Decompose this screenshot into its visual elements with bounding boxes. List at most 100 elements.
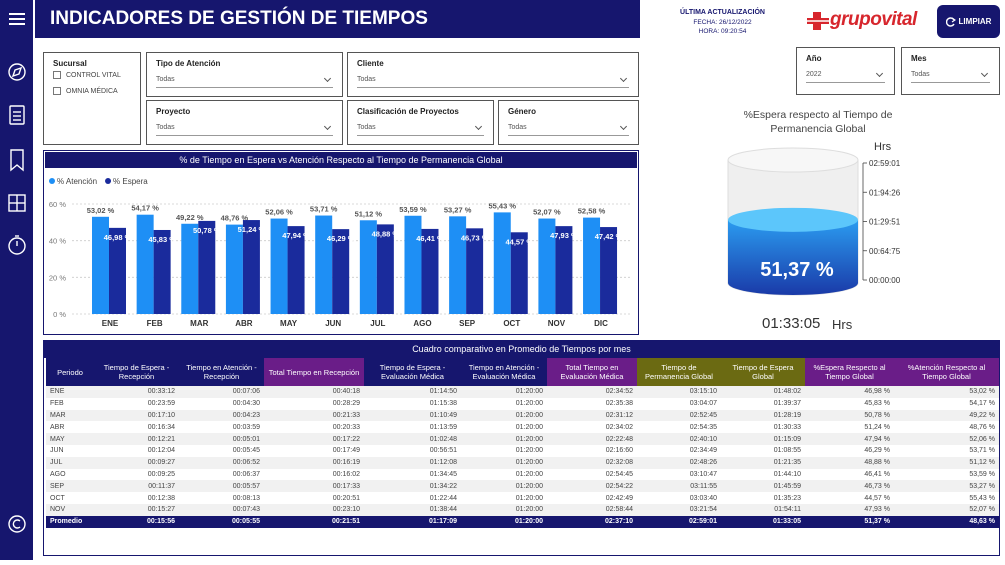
table-panel: Cuadro comparativo en Promedio de Tiempo…: [43, 340, 1000, 556]
table-cell: 01:38:44: [364, 503, 461, 516]
column-header[interactable]: Total Tiempo en Evaluación Médica: [547, 358, 637, 386]
table-cell: 53,71 %: [969, 447, 995, 455]
checkbox[interactable]: [53, 71, 61, 79]
table-cell: 02:52:45: [637, 409, 721, 422]
column-header[interactable]: Tiempo en Atención - Recepción: [179, 358, 264, 386]
data-table: Periodo Tiempo de Espera - Recepción Tiemp…: [46, 358, 999, 528]
cylinder-top: [727, 147, 859, 173]
table-cell: 00:05:01: [179, 433, 264, 445]
filter-option[interactable]: OMNIA MÉDICA: [53, 87, 118, 95]
dropdown[interactable]: Todas: [156, 121, 333, 136]
table-cell: 01:20:00: [461, 456, 547, 469]
table-row: JUL 00:09:27 00:06:52 00:16:19 01:12:08 01:20…: [46, 456, 999, 469]
table-cell: 48,76 %: [969, 423, 995, 431]
column-header[interactable]: Periodo: [46, 358, 94, 386]
dropdown[interactable]: Todas: [156, 73, 333, 88]
dropdown[interactable]: Todas: [508, 121, 629, 136]
table-cell: FEB: [50, 400, 64, 408]
clear-button[interactable]: LIMPIAR: [937, 5, 1000, 38]
total-cell: 02:59:01: [637, 515, 721, 528]
table-cell: 01:22:44: [429, 494, 457, 502]
table-cell: 00:11:37: [94, 480, 179, 493]
logo-icon: [807, 12, 829, 30]
table-cell: 02:34:02: [605, 423, 633, 431]
table-cell: 00:07:43: [179, 503, 264, 516]
table-cell: 00:28:29: [332, 400, 360, 408]
table-cell: 00:23:59: [147, 400, 175, 408]
table-cell: 00:17:22: [264, 433, 364, 445]
table-cell: 01:15:09: [721, 433, 805, 445]
checkbox[interactable]: [53, 87, 61, 95]
table-cell: 00:40:18: [264, 386, 364, 398]
update-title: ÚLTIMA ACTUALIZACIÓN: [680, 9, 765, 16]
cylinder-body: [727, 160, 859, 296]
filter-label: Año: [806, 54, 822, 63]
gauge-tick-label: 01:29:51: [869, 218, 901, 227]
table-head: Periodo Tiempo de Espera - Recepción Tiemp…: [46, 358, 999, 386]
filter-box: Género Todas: [498, 100, 639, 145]
table-cell: 55,43 %: [969, 494, 995, 502]
total-cell: 02:37:10: [547, 515, 637, 528]
dropdown[interactable]: Todas: [357, 73, 629, 88]
column-header[interactable]: %Espera Respecto al Tiempo Global: [805, 358, 894, 386]
dropdown[interactable]: Todas: [357, 121, 484, 136]
table-cell: 01:10:49: [364, 409, 461, 422]
table-cell: 01:13:59: [429, 423, 457, 431]
table-cell: MAR: [46, 409, 94, 422]
table-cell: 54,17 %: [969, 400, 995, 408]
table-cell: 46,29 %: [864, 447, 890, 455]
column-header[interactable]: Tiempo de Permanencia Global: [637, 358, 721, 386]
total-cell: 01:33:05: [721, 515, 805, 528]
column-header[interactable]: Tiempo de Espera Global: [721, 358, 805, 386]
table-cell: JUL: [46, 456, 94, 469]
dropdown[interactable]: Todas: [911, 68, 990, 83]
table-cell: 02:54:45: [605, 470, 633, 478]
table-cell: 46,98 %: [805, 386, 894, 398]
table-cell: 52,06 %: [894, 433, 999, 445]
table-cell: 03:15:10: [637, 386, 721, 398]
clear-label: LIMPIAR: [958, 17, 992, 26]
table-cell: SEP: [46, 480, 94, 493]
table-cell: 01:02:48: [364, 433, 461, 445]
table-cell: 00:16:19: [264, 456, 364, 469]
table-cell: 00:05:57: [179, 480, 264, 493]
total-cell: 00:05:55: [179, 515, 264, 528]
table-cell: 01:34:22: [364, 480, 461, 493]
table-cell: 01:15:38: [429, 400, 457, 408]
table-title: Cuadro comparativo en Promedio de Tiempo…: [44, 341, 999, 358]
table-row: SEP 00:11:37 00:05:57 00:17:33 01:34:22 01:20…: [46, 480, 999, 493]
column-header[interactable]: Tiempo en Atención - Evaluación Médica: [461, 358, 547, 386]
table-cell: OCT: [50, 494, 65, 502]
table-cell: 02:35:38: [605, 400, 633, 408]
filter-label: Clasificación de Proyectos: [357, 107, 459, 116]
table-cell: 00:05:45: [232, 447, 260, 455]
table-cell: 02:48:26: [637, 456, 721, 469]
table-cell: 03:21:54: [637, 503, 721, 516]
column-header[interactable]: Tiempo de Espera - Evaluación Médica: [364, 358, 461, 386]
update-date: FECHA: 26/12/2022: [693, 19, 752, 26]
filter-label: Proyecto: [156, 107, 191, 116]
table-cell: 46,41 %: [864, 470, 890, 478]
table-cell: 00:20:51: [332, 494, 360, 502]
gauge-tick-label: 00:64:75: [869, 247, 901, 256]
table-row: JUN 00:12:04 00:05:45 00:17:49 00:56:51 01:20…: [46, 445, 999, 457]
table-cell: 47,93 %: [805, 503, 894, 516]
table-cell: 01:45:59: [721, 480, 805, 493]
table-cell: 00:07:06: [179, 386, 264, 398]
filter-option[interactable]: CONTROL VITAL: [53, 71, 121, 79]
table-cell: 01:20:00: [515, 447, 543, 455]
dropdown[interactable]: 2022: [806, 68, 885, 83]
column-header[interactable]: Total Tiempo en Recepción: [264, 358, 364, 386]
table-cell: 52,07 %: [894, 503, 999, 516]
option-label: CONTROL VITAL: [66, 71, 121, 79]
column-header[interactable]: %Atención Respecto al Tiempo Global: [894, 358, 999, 386]
total-cell: 01:20:00: [461, 515, 547, 528]
column-header[interactable]: Tiempo de Espera - Recepción: [94, 358, 179, 386]
table-cell: 47,94 %: [805, 433, 894, 445]
table-row: ENE 00:33:12 00:07:06 00:40:18 01:14:50 01:20…: [46, 386, 999, 398]
header-row: Periodo Tiempo de Espera - Recepción Tiemp…: [46, 358, 999, 386]
total-cell: 00:15:56: [94, 515, 179, 528]
filter-box: Tipo de Atención Todas: [146, 52, 343, 97]
table-cell: 02:42:49: [605, 494, 633, 502]
